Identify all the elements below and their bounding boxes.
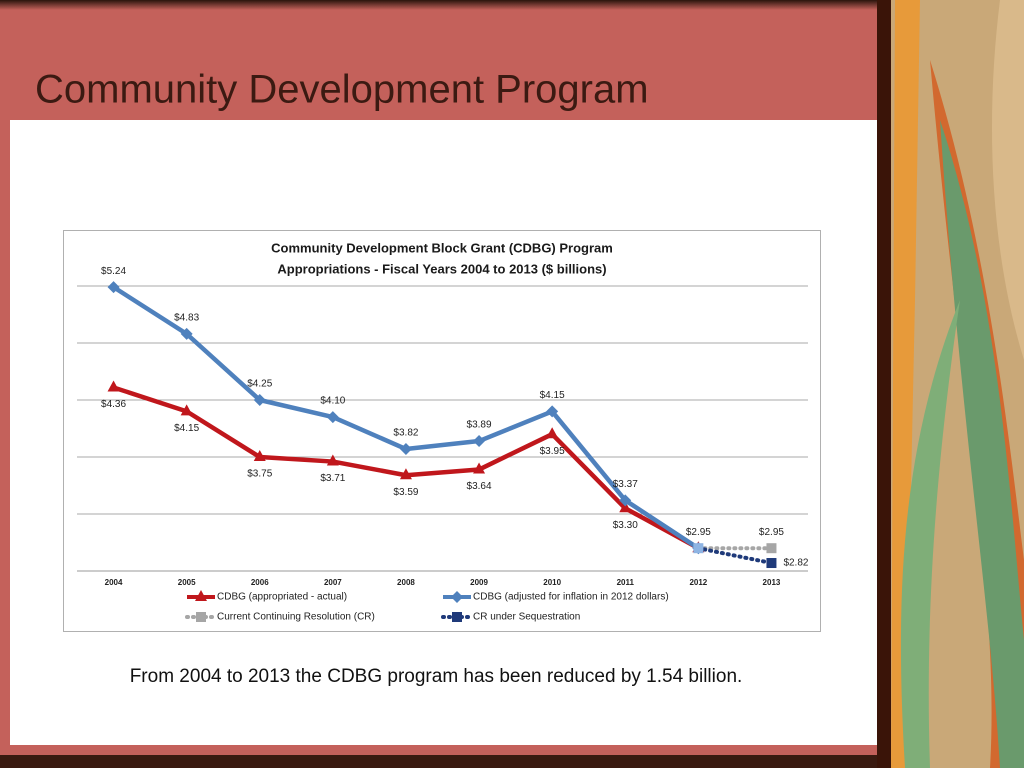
data-label: $4.15 bbox=[174, 423, 199, 434]
chart-frame bbox=[63, 230, 821, 632]
data-label: $3.71 bbox=[320, 473, 345, 484]
legend-label: CDBG (appropriated - actual) bbox=[217, 592, 347, 603]
series: $5.24 $4.83 $4.25 $4.10 $3.82 $3.89 $4.15 $3.37… bbox=[101, 266, 711, 555]
x-tick-label: 2010 bbox=[543, 578, 561, 587]
legend-label: Current Continuing Resolution (CR) bbox=[217, 612, 375, 623]
legend-entry: CDBG (appropriated - actual) bbox=[187, 590, 347, 603]
marker bbox=[451, 591, 463, 603]
marker bbox=[253, 394, 266, 406]
chart-title: Community Development Block Grant (CDBG)… bbox=[271, 240, 613, 255]
top-edge bbox=[0, 0, 880, 10]
x-tick-label: 2007 bbox=[324, 578, 342, 587]
marker bbox=[619, 494, 632, 507]
marker bbox=[180, 327, 193, 340]
x-tick-label: 2004 bbox=[105, 578, 123, 587]
x-tick-label: 2012 bbox=[689, 578, 707, 587]
data-label: $4.25 bbox=[247, 379, 272, 390]
data-label: $3.82 bbox=[393, 428, 418, 439]
chart-title: Appropriations - Fiscal Years 2004 to 20… bbox=[277, 261, 606, 276]
marker bbox=[180, 404, 193, 416]
marker bbox=[107, 380, 120, 392]
series: $2.95 bbox=[696, 527, 784, 554]
series: $2.82 bbox=[693, 543, 809, 569]
data-label: $3.30 bbox=[613, 520, 638, 531]
decor-border bbox=[877, 0, 891, 768]
decor-leaf bbox=[991, 0, 1024, 360]
series: $4.36 $4.15 $3.75 $3.71 $3.59 $3.64 $3.95 $3.30 bbox=[101, 380, 705, 553]
plot: 2004 2005 2006 2007 2008 2009 2010 2011 2012 2013… bbox=[77, 266, 809, 623]
decor-leaf bbox=[940, 120, 1024, 768]
marker bbox=[766, 543, 777, 554]
data-label: $4.10 bbox=[320, 396, 345, 407]
caption: From 2004 to 2013 the CDBG program has b… bbox=[130, 666, 743, 687]
data-label: $3.37 bbox=[613, 479, 638, 490]
marker bbox=[473, 435, 486, 448]
data-label: $5.24 bbox=[101, 266, 126, 277]
legend-entry: CDBG (adjusted for inflation in 2012 dol… bbox=[443, 591, 669, 603]
marker bbox=[399, 443, 412, 456]
x-tick-label: 2009 bbox=[470, 578, 488, 587]
marker bbox=[107, 281, 120, 294]
data-label: $4.83 bbox=[174, 313, 199, 324]
slide-title: Community Development Program bbox=[35, 68, 649, 112]
marker bbox=[619, 501, 632, 513]
marker bbox=[766, 558, 777, 569]
x-tick-label: 2005 bbox=[178, 578, 196, 587]
data-label: $3.64 bbox=[467, 481, 492, 492]
data-label: $4.15 bbox=[540, 390, 565, 401]
x-tick-label: 2006 bbox=[251, 578, 269, 587]
data-label: $2.95 bbox=[759, 527, 784, 538]
marker bbox=[399, 468, 412, 480]
data-label: $3.89 bbox=[467, 420, 492, 431]
marker bbox=[546, 427, 559, 439]
data-label: $3.59 bbox=[393, 487, 418, 498]
x-tick-label: 2013 bbox=[763, 578, 781, 587]
marker bbox=[546, 405, 559, 418]
marker bbox=[196, 612, 206, 622]
x-tick-label: 2008 bbox=[397, 578, 415, 587]
marker bbox=[326, 411, 339, 424]
data-label: $3.75 bbox=[247, 469, 272, 480]
legend-entry: CR under Sequestration bbox=[441, 612, 580, 623]
data-label: $4.36 bbox=[101, 399, 126, 410]
data-label: $3.95 bbox=[540, 446, 565, 457]
marker bbox=[195, 590, 207, 601]
marker bbox=[693, 543, 704, 554]
bottom-edge bbox=[0, 755, 880, 768]
legend-entry: Current Continuing Resolution (CR) bbox=[185, 612, 375, 623]
decor-leaf bbox=[891, 0, 920, 768]
series-line bbox=[696, 546, 774, 566]
marker bbox=[473, 462, 486, 474]
marker bbox=[452, 612, 462, 622]
x-tick-label: 2011 bbox=[617, 578, 635, 587]
legend-label: CDBG (adjusted for inflation in 2012 dol… bbox=[473, 592, 669, 603]
marker bbox=[253, 450, 266, 461]
legend-label: CR under Sequestration bbox=[473, 612, 580, 623]
marker bbox=[326, 454, 339, 466]
data-label: $2.95 bbox=[686, 527, 711, 538]
data-label: $2.82 bbox=[783, 558, 808, 569]
decor-leaf bbox=[900, 300, 960, 768]
